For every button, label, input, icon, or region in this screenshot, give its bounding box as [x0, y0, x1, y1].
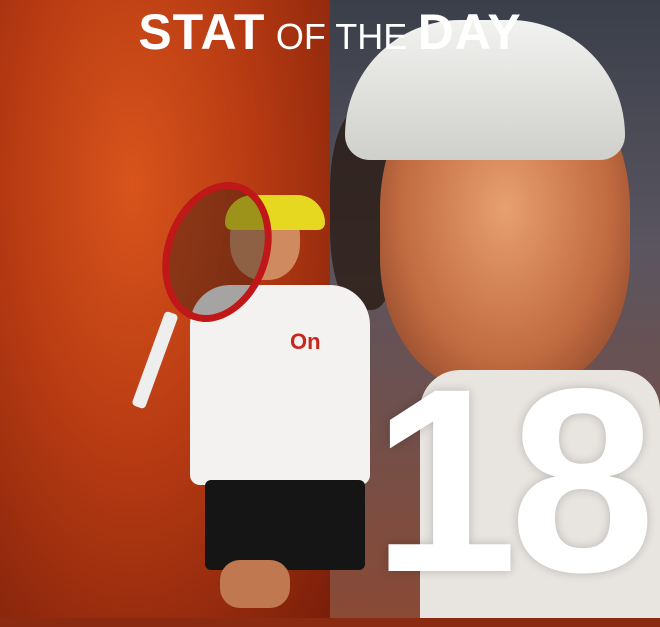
title-of-the: OF THE	[275, 16, 408, 57]
player-shirt	[190, 285, 370, 485]
title-stat: STAT	[138, 4, 266, 60]
title-day: DAY	[417, 4, 522, 60]
player-cap	[225, 195, 325, 230]
player-portrait-shirt	[420, 370, 660, 618]
player-shorts	[205, 480, 365, 570]
player-portrait-cap	[345, 20, 625, 160]
stat-value: 18	[372, 334, 655, 627]
page-title: STAT OF THE DAY	[0, 4, 660, 60]
brand-logo: On	[290, 329, 321, 354]
player-leg	[220, 560, 290, 608]
player-action-photo	[130, 190, 380, 618]
